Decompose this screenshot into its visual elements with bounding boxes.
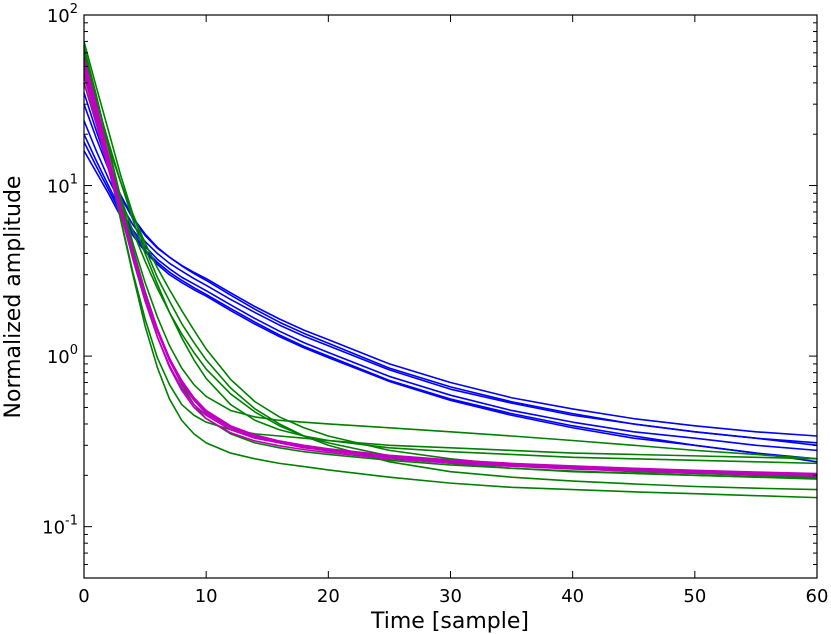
- y-tick-label: 100: [47, 343, 78, 368]
- y-tick-base: 10: [42, 518, 65, 539]
- y-axis-label: Normalized amplitude: [1, 176, 26, 419]
- y-tick-base: 10: [47, 6, 70, 27]
- series-line-6: [83, 141, 818, 463]
- x-axis-ticks: 0 10 20 30 40 50 60: [78, 15, 828, 607]
- y-tick-base: 10: [47, 177, 70, 198]
- series-line-15: [83, 63, 818, 477]
- y-tick-label: 10-1: [42, 514, 78, 539]
- series-line-11: [83, 59, 818, 465]
- x-tick-label: 0: [78, 586, 89, 607]
- y-tick-exponent: 1: [70, 173, 78, 188]
- x-tick-label: 50: [683, 586, 706, 607]
- series-line-14: [83, 50, 818, 480]
- x-tick-label: 60: [806, 586, 829, 607]
- x-tick-label: 30: [439, 586, 462, 607]
- y-tick-label: 102: [47, 2, 78, 27]
- series-line-5: [83, 92, 818, 447]
- series-line-2: [83, 120, 818, 444]
- x-axis-label: Time [sample]: [370, 609, 529, 634]
- x-tick-label: 40: [561, 586, 584, 607]
- y-tick-base: 10: [47, 347, 70, 368]
- y-tick-exponent: 0: [70, 343, 78, 358]
- y-tick-exponent: -1: [65, 514, 78, 529]
- series-line-18: [83, 57, 818, 477]
- series-line-9: [83, 66, 818, 499]
- y-tick-label: 101: [47, 173, 78, 198]
- series-line-10: [83, 73, 818, 478]
- x-tick-label: 10: [195, 586, 218, 607]
- series-line-13: [83, 82, 818, 480]
- series-line-19: [83, 82, 818, 475]
- series-line-8: [83, 41, 818, 491]
- series-line-12: [83, 46, 818, 460]
- series-line-4: [83, 150, 818, 460]
- x-tick-label: 20: [317, 586, 340, 607]
- series-line-3: [83, 133, 818, 452]
- y-tick-exponent: 2: [70, 2, 78, 17]
- series-lines: [83, 41, 818, 499]
